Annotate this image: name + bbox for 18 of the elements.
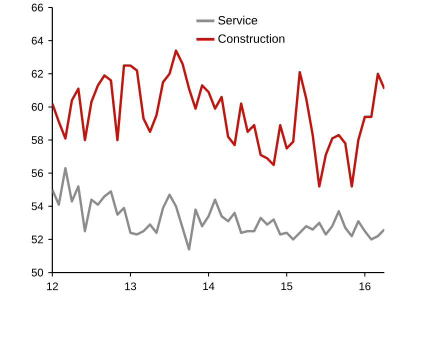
y-tick-label: 64: [32, 36, 44, 45]
y-tick-label: 56: [32, 169, 43, 178]
y-tick-label: 62: [32, 70, 43, 78]
x-tick-label: 13: [125, 282, 136, 290]
legend-label: Construction: [218, 34, 284, 43]
y-tick-label: 60: [32, 103, 44, 111]
legend-label: Service: [218, 16, 258, 25]
y-tick-label: 52: [32, 236, 43, 244]
y-tick-label: 54: [32, 202, 44, 210]
line-series: [52, 49, 384, 188]
x-tick-label: 12: [47, 282, 58, 290]
y-tick-label: 50: [32, 268, 44, 276]
x-tick-label: 14: [203, 282, 214, 290]
line-series: [52, 167, 384, 251]
y-tick-label: 58: [32, 136, 43, 144]
x-tick-label: 15: [281, 282, 292, 290]
x-tick-label: 16: [360, 282, 370, 290]
y-tick-label: 66: [32, 4, 43, 12]
